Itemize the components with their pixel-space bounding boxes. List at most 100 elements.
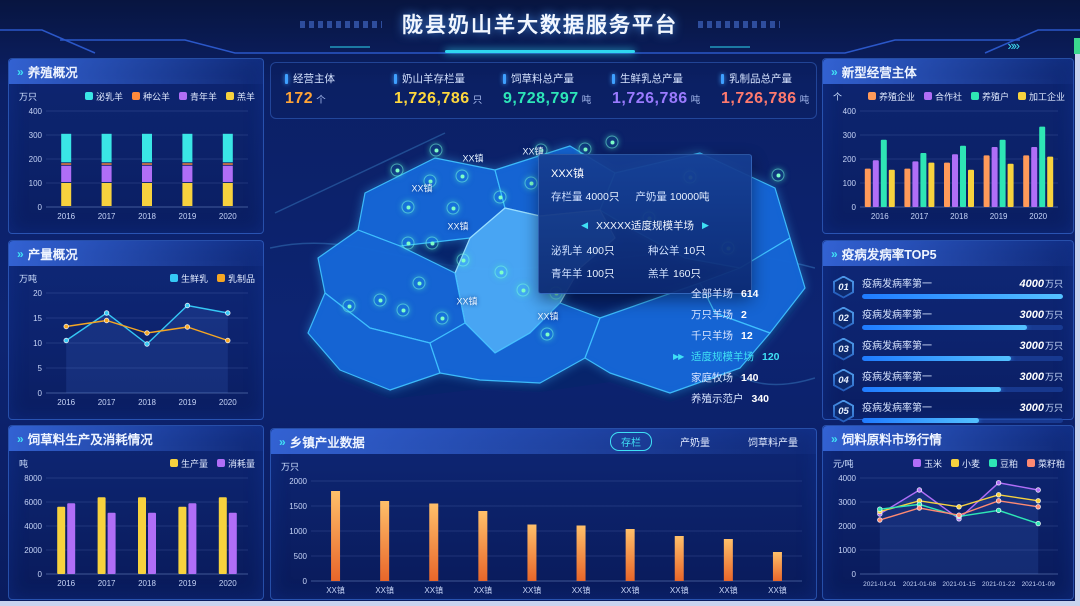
tooltip-farm-stat-label: 青年羊 (551, 268, 583, 280)
svg-text:2016: 2016 (57, 212, 75, 221)
disease-row[interactable]: 05 疫病发病率第一 3000万只 (833, 399, 1063, 423)
map-town-label[interactable]: XX镇 (411, 183, 433, 194)
disease-value-unit: 万只 (1044, 403, 1063, 413)
data-point (995, 498, 1002, 504)
legend-item[interactable]: 玉米 (912, 457, 942, 470)
legend-item[interactable]: 养殖户 (970, 90, 1009, 103)
legend-swatch (84, 92, 93, 100)
map-marker[interactable] (446, 201, 460, 215)
farm-stat-row[interactable]: ▶▶ 适度规模羊场 120 (673, 346, 811, 367)
svg-text:4000: 4000 (24, 522, 42, 531)
farm-stat-row[interactable]: 家庭牧场 140 (673, 367, 811, 388)
map-marker[interactable] (456, 253, 470, 267)
tab-饲草料产量[interactable]: 饲草料产量 (748, 438, 798, 449)
map-town-label[interactable]: XX镇 (462, 153, 484, 164)
map-marker[interactable] (401, 200, 415, 214)
svg-text:XX镇: XX镇 (768, 585, 787, 595)
map-marker[interactable] (425, 236, 439, 250)
map-town-label[interactable]: XX镇 (456, 296, 478, 307)
svg-text:300: 300 (843, 131, 857, 140)
stack-segment (182, 165, 193, 182)
map-town-label[interactable]: XX镇 (447, 221, 469, 232)
map-marker[interactable] (401, 236, 415, 250)
kpi-value: 172 个 (285, 90, 327, 107)
farm-stat-row[interactable]: 全部羊场 614 (673, 283, 811, 304)
svg-text:XX镇: XX镇 (719, 585, 738, 595)
legend-item[interactable]: 种公羊 (131, 90, 170, 103)
arrow-left-icon[interactable]: ◀ (581, 220, 588, 230)
map-marker[interactable] (493, 190, 507, 204)
farm-stat-label: 万只羊场 (691, 309, 733, 321)
legend-item[interactable]: 乳制品 (216, 272, 255, 285)
legend-item[interactable]: 生鲜乳 (169, 272, 208, 285)
county-map[interactable]: XX镇 XX镇 XX镇 XX镇 XX镇 XX镇 XXX镇 存栏量 4000只 产奶量 1000… (269, 118, 816, 423)
legend-item[interactable]: 豆粕 (988, 457, 1018, 470)
legend-item[interactable]: 合作社 (923, 90, 962, 103)
data-point (1035, 498, 1041, 504)
map-marker[interactable] (435, 311, 449, 325)
svg-text:XX镇: XX镇 (523, 585, 542, 595)
disease-value: 3000万只 (1019, 309, 1064, 321)
legend-item[interactable]: 生产量 (169, 457, 208, 470)
map-marker[interactable] (771, 168, 785, 182)
stack-segment (142, 183, 152, 206)
map-region[interactable] (307, 292, 441, 391)
disease-row-top: 疫病发病率第一 3000万只 (862, 368, 1063, 383)
map-marker[interactable] (373, 293, 387, 307)
bar (576, 525, 586, 581)
svg-text:2019: 2019 (990, 212, 1008, 221)
rank-badge: 01 (833, 275, 854, 299)
map-marker[interactable] (455, 169, 469, 183)
data-point (184, 302, 191, 309)
disease-row[interactable]: 02 疫病发病率第一 3000万只 (833, 306, 1063, 330)
kpi-unit: 吨 (799, 95, 810, 106)
legend-item[interactable]: 养殖企业 (867, 90, 915, 103)
map-marker[interactable] (423, 174, 437, 188)
map-marker[interactable] (540, 327, 554, 341)
farm-stat-row[interactable]: 养殖示范户 340 (673, 388, 811, 409)
map-marker[interactable] (494, 265, 508, 279)
svg-text:XX镇: XX镇 (572, 585, 591, 595)
svg-text:2021-01-15: 2021-01-15 (942, 581, 976, 588)
map-marker[interactable] (429, 143, 443, 157)
tab-产奶量[interactable]: 产奶量 (680, 438, 710, 449)
map-marker[interactable] (396, 303, 410, 317)
map-marker[interactable] (516, 283, 530, 297)
map-marker[interactable] (605, 135, 619, 149)
legend-item[interactable]: 青年羊 (178, 90, 217, 103)
legend-label: 青年羊 (189, 91, 217, 102)
legend-item[interactable]: 加工企业 (1017, 90, 1065, 103)
kpi-label-text: 生鲜乳总产量 (620, 73, 683, 85)
svg-text:2000: 2000 (838, 522, 856, 531)
bar (960, 145, 966, 207)
svg-text:2020: 2020 (1029, 212, 1047, 221)
chevrons-icon: »» (1007, 38, 1021, 53)
svg-text:3000: 3000 (838, 498, 856, 507)
legend-item[interactable]: 泌乳羊 (84, 90, 123, 103)
map-marker[interactable] (342, 299, 356, 313)
bar (880, 139, 887, 207)
tab-存栏[interactable]: 存栏 (610, 432, 652, 451)
legend-item[interactable]: 羔羊 (225, 90, 255, 103)
legend-item[interactable]: 小麦 (950, 457, 980, 470)
legend-item[interactable]: 菜籽粕 (1026, 457, 1065, 470)
disease-row[interactable]: 04 疫病发病率第一 3000万只 (833, 368, 1063, 392)
panel-breeding: » 养殖概况 万只 泌乳羊 种公羊 青年羊 羔羊 0 100 200 300 400 2016 2… (8, 58, 264, 234)
disease-bar-fill (862, 325, 1027, 330)
map-marker[interactable] (524, 176, 538, 190)
disease-row[interactable]: 01 疫病发病率第一 4000万只 (833, 275, 1063, 299)
map-town-label[interactable]: XX镇 (537, 311, 559, 322)
bar (944, 162, 950, 207)
farm-stat-row[interactable]: 千只羊场 12 (673, 325, 811, 346)
arrow-right-icon[interactable]: ▶ (702, 220, 709, 230)
bar (107, 512, 116, 574)
disease-bar-fill (862, 387, 1001, 392)
map-marker[interactable] (412, 276, 426, 290)
legend-label: 乳制品 (227, 273, 255, 284)
farm-stat-row[interactable]: 万只羊场 2 (673, 304, 811, 325)
legend-item[interactable]: 消耗量 (216, 457, 255, 470)
disease-row[interactable]: 03 疫病发病率第一 3000万只 (833, 337, 1063, 361)
svg-text:XX镇: XX镇 (474, 585, 493, 595)
map-town-label[interactable]: XX镇 (522, 146, 544, 157)
map-marker[interactable] (390, 163, 404, 177)
